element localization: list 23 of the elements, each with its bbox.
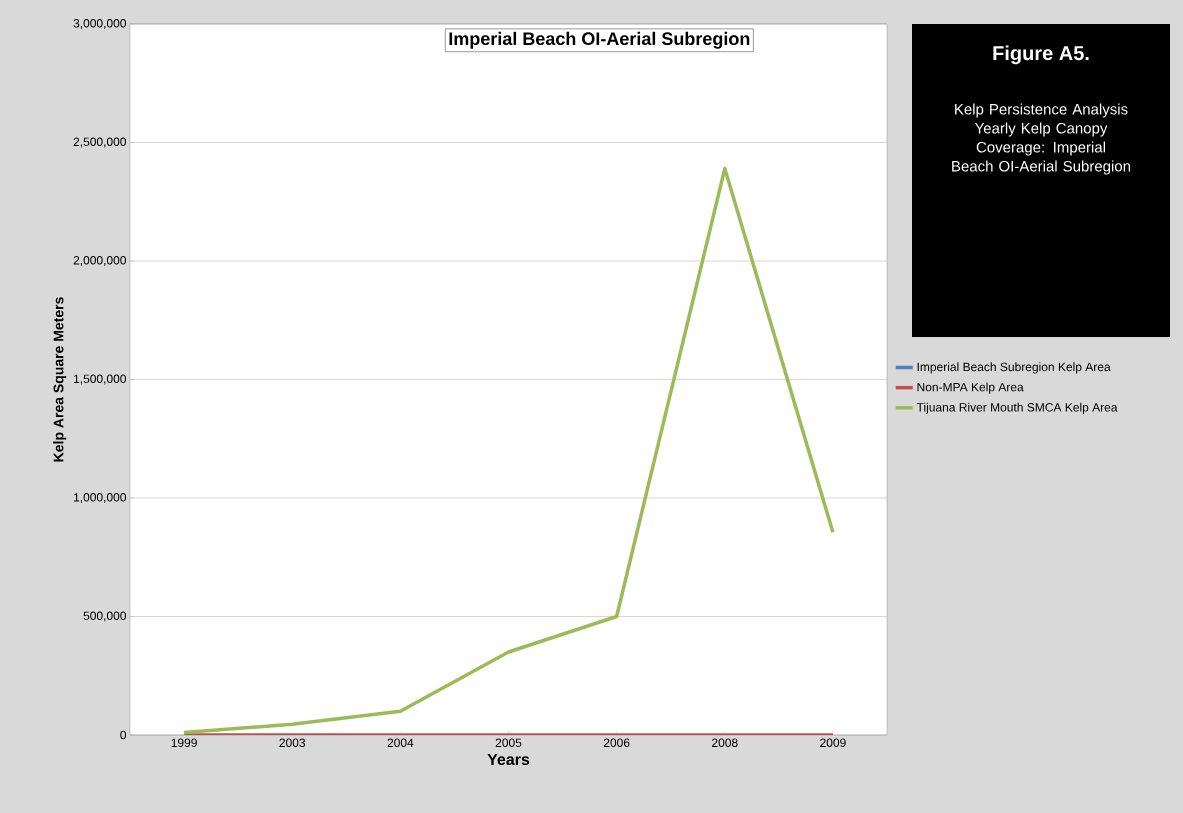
text: Kelp Persistence Analysis Yearly Kelp Canopy Coverage: Imperial Beach OI-Aerial Subregion: [952, 103, 1131, 175]
x-tick-label: 2004: [387, 738, 414, 748]
legend-label: Tijuana River Mouth SMCA Kelp Area: [916, 402, 1118, 414]
chart-title: Imperial Beach OI-Aerial Subregion: [449, 31, 750, 49]
x-axis-title: Years: [487, 753, 530, 766]
legend-label: Non-MPA Kelp Area: [917, 382, 1024, 394]
x-tick-label: 2006: [603, 738, 630, 748]
y-tick-label: 500,000: [83, 611, 126, 622]
x-tick-label: 1999: [171, 738, 197, 748]
y-tick-label: 1,500,000: [74, 374, 126, 385]
legend-label: Imperial Beach Subregion Kelp Area: [917, 362, 1111, 374]
text: Figure A5.: [993, 45, 1089, 65]
y-tick-label: 1,000,000: [74, 493, 126, 503]
y-tick-label: 2,500,000: [73, 137, 126, 148]
line-series: [182, 166, 835, 735]
x-tick-label: 2003: [279, 738, 306, 748]
x-tick-label: 2005: [495, 738, 522, 748]
x-tick-label: 2008: [712, 738, 738, 748]
y-tick-label: 3,000,000: [73, 19, 126, 29]
y-tick-label: 0: [120, 730, 127, 740]
y-axis-title: Kelp Area Square Meters: [53, 297, 67, 462]
x-tick-label: 2009: [820, 738, 846, 748]
y-tick-label: 2,000,000: [73, 256, 126, 266]
